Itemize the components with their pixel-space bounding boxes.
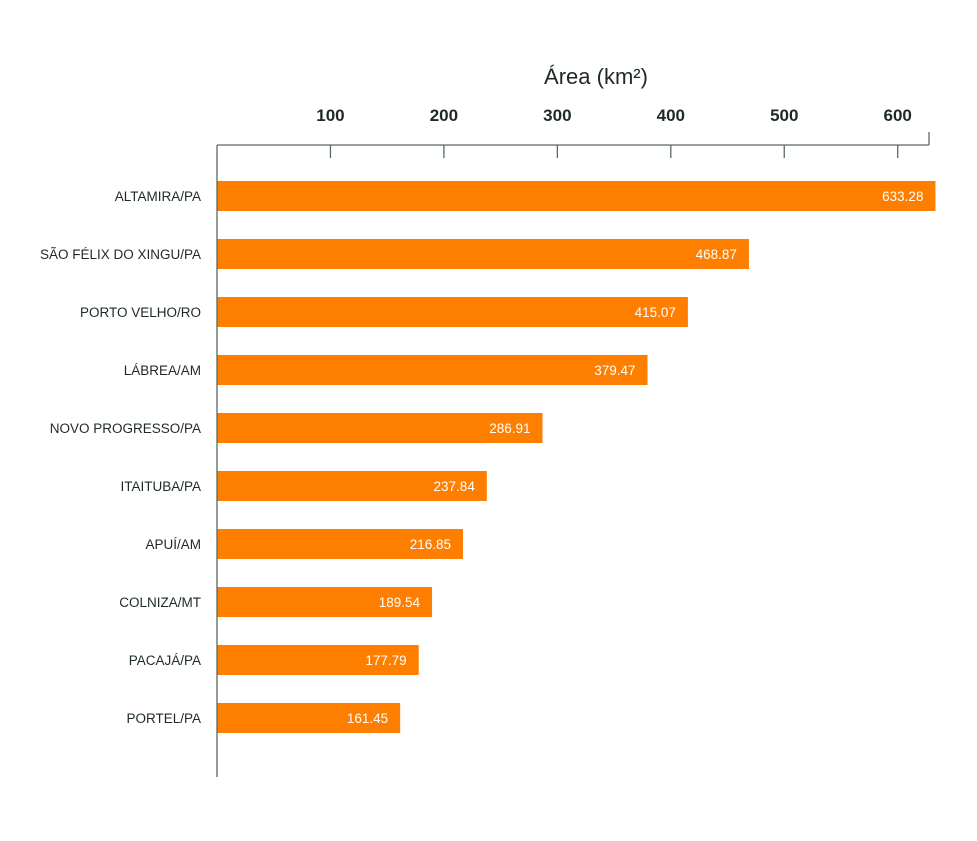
bar bbox=[217, 355, 648, 385]
x-tick-label: 500 bbox=[770, 106, 798, 125]
x-axis-title: Área (km²) bbox=[544, 64, 648, 89]
value-label: 161.45 bbox=[347, 711, 388, 726]
value-label: 177.79 bbox=[365, 653, 406, 668]
bar bbox=[217, 239, 749, 269]
value-label: 415.07 bbox=[635, 305, 676, 320]
bar bbox=[217, 413, 543, 443]
x-tick-label: 600 bbox=[884, 106, 912, 125]
bar bbox=[217, 703, 401, 733]
category-label: COLNIZA/MT bbox=[119, 595, 201, 610]
category-label: PORTO VELHO/RO bbox=[80, 305, 201, 320]
value-label: 189.54 bbox=[379, 595, 421, 610]
x-tick-label: 400 bbox=[657, 106, 685, 125]
x-tick-label: 200 bbox=[430, 106, 458, 125]
category-label: ALTAMIRA/PA bbox=[115, 189, 201, 204]
bars-group: ALTAMIRA/PA 633.28 SÃO FÉLIX DO XINGU/PA 46… bbox=[40, 181, 936, 733]
axes-group bbox=[216, 132, 930, 777]
x-tick-label: 300 bbox=[543, 106, 571, 125]
x-axis-ticks: 100 200 300 400 500 600 bbox=[316, 106, 912, 158]
value-label: 633.28 bbox=[882, 189, 923, 204]
category-label: SÃO FÉLIX DO XINGU/PA bbox=[40, 247, 201, 262]
bar bbox=[217, 645, 419, 675]
category-label: PORTEL/PA bbox=[126, 711, 201, 726]
category-label: LÁBREA/AM bbox=[124, 363, 201, 378]
value-label: 468.87 bbox=[696, 247, 737, 262]
bar bbox=[217, 297, 688, 327]
value-label: 379.47 bbox=[594, 363, 635, 378]
bar bbox=[217, 529, 464, 559]
category-label: APUÍ/AM bbox=[145, 537, 201, 552]
bar bbox=[217, 471, 487, 501]
category-label: ITAITUBA/PA bbox=[120, 479, 201, 494]
x-tick-label: 100 bbox=[316, 106, 344, 125]
value-label: 216.85 bbox=[410, 537, 451, 552]
bar bbox=[217, 181, 936, 211]
bar bbox=[217, 587, 433, 617]
value-label: 237.84 bbox=[434, 479, 476, 494]
value-label: 286.91 bbox=[489, 421, 530, 436]
category-label: NOVO PROGRESSO/PA bbox=[50, 421, 201, 436]
category-label: PACAJÁ/PA bbox=[129, 653, 201, 668]
